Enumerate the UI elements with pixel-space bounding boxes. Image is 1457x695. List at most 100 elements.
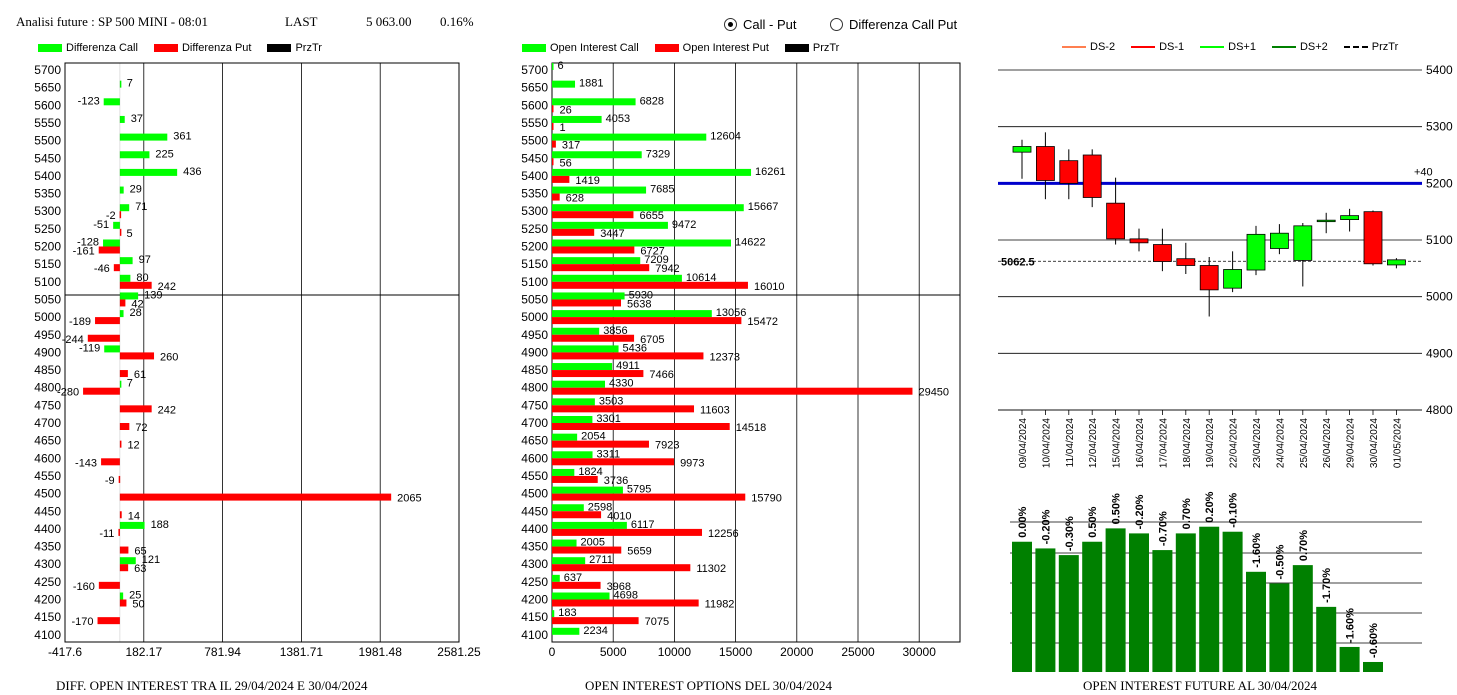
diff-put-value-label: -170	[71, 616, 93, 628]
diff-strike-label: 4950	[34, 328, 61, 342]
oi-put-bar	[552, 246, 635, 254]
oi-future-bar	[1012, 541, 1032, 672]
oi-future-value-label: 0.70%	[1181, 498, 1193, 529]
oi-strike-label: 4950	[521, 328, 548, 342]
oi-put-value-label: 7075	[645, 616, 669, 628]
diff-strike-label: 5700	[34, 63, 61, 77]
oi-future-value-label: 0.70%	[1298, 530, 1310, 561]
diff-put-bar	[98, 581, 120, 589]
oi-call-bar	[552, 345, 619, 353]
oi-call-value-label: 13056	[716, 307, 747, 319]
future-date-label: 19/04/2024	[1205, 418, 1216, 468]
oi-strike-label: 4800	[521, 381, 548, 395]
future-y-tick-label: 4800	[1426, 403, 1453, 417]
candle-body	[1246, 233, 1266, 271]
diff-strike-label: 4750	[34, 398, 61, 412]
diff-call-bar	[119, 133, 168, 141]
legend-oi: Open Interest Call Open Interest Put Prz…	[522, 42, 855, 54]
diff-strike-label: 5600	[34, 98, 61, 112]
diff-put-bar	[119, 211, 122, 219]
oi-call-value-label: 9472	[672, 219, 696, 231]
oi-put-bar	[552, 299, 622, 307]
diff-put-bar	[119, 546, 129, 554]
legend-label: Differenza Call	[66, 42, 138, 54]
diff-call-bar	[119, 521, 145, 529]
legend-future: DS-2 DS-1 DS+1 DS+2 PrzTr	[1062, 41, 1414, 53]
oi-call-value-label: 3301	[596, 413, 620, 425]
diff-call-value-label: 188	[151, 519, 169, 531]
diff-put-bar	[119, 440, 122, 448]
oi-strike-label: 4700	[521, 416, 548, 430]
diff-call-value-label: 361	[173, 131, 191, 143]
diff-strike-label: 4150	[34, 610, 61, 624]
oi-put-value-label: 7466	[649, 369, 673, 381]
oi-call-value-label: 2711	[589, 554, 613, 566]
oi-call-bar	[552, 115, 602, 123]
diff-call-bar	[103, 239, 120, 247]
oi-call-value-label: 4053	[606, 113, 630, 125]
oi-call-bar	[552, 98, 636, 106]
oi-call-bar	[552, 310, 712, 318]
diff-call-value-label: 225	[155, 148, 173, 160]
oi-strike-label: 5100	[521, 275, 548, 289]
oi-future-value-label: -0.10%	[1228, 493, 1240, 528]
oi-call-bar	[552, 186, 647, 194]
oi-call-bar	[552, 292, 625, 300]
oi-call-bar	[552, 168, 752, 176]
legend-item: DS-2	[1062, 41, 1115, 53]
diff-put-value-label: -46	[94, 263, 110, 275]
radio-call-put[interactable]: Call - Put	[724, 17, 796, 32]
diff-call-bar	[113, 221, 120, 229]
future-y-tick-label: 5400	[1426, 63, 1453, 77]
oi-future-bar	[1269, 583, 1290, 672]
oi-call-value-label: 4698	[614, 590, 638, 602]
diff-put-bar	[119, 228, 122, 236]
radio-differenza-call-put[interactable]: Differenza Call Put	[830, 17, 957, 32]
diff-put-value-label: 65	[134, 546, 146, 558]
oi-call-bar	[552, 363, 613, 371]
oi-strike-label: 4100	[521, 628, 548, 642]
diff-strike-label: 4550	[34, 469, 61, 483]
radio-call-put-label: Call - Put	[743, 17, 797, 32]
diff-put-value-label: -280	[57, 387, 79, 399]
diff-strike-label: 5300	[34, 204, 61, 218]
oi-future-value-label: -0.60%	[1368, 623, 1380, 658]
oi-call-value-label: 16261	[755, 166, 786, 178]
oi-call-bar	[552, 451, 593, 459]
candle-body	[1012, 146, 1032, 153]
candle-body	[1387, 259, 1406, 266]
future-date-label: 16/04/2024	[1135, 418, 1146, 468]
oi-future-value-label: 0.50%	[1087, 506, 1099, 537]
diff-put-bar	[119, 599, 127, 607]
oi-put-bar	[552, 352, 704, 360]
legend-label: DS-2	[1090, 41, 1116, 53]
oi-future-bar	[1292, 565, 1313, 672]
diff-call-bar	[119, 274, 131, 282]
oi-strike-label: 5150	[521, 257, 548, 271]
future-level-label: +40	[1414, 166, 1433, 178]
diff-call-value-label: 71	[135, 201, 147, 213]
oi-put-value-label: 1	[560, 122, 566, 134]
radio-differenza-call-put-indicator	[830, 18, 843, 31]
oi-put-value-label: 29450	[918, 387, 949, 399]
oi-call-bar	[552, 610, 555, 618]
oi-strike-label: 5600	[521, 98, 548, 112]
oi-call-value-label: 12604	[710, 131, 741, 143]
future-y-tick-label: 5000	[1426, 290, 1453, 304]
diff-call-bar	[119, 151, 150, 159]
oi-future-value-label: -1.60%	[1251, 533, 1263, 568]
oi-call-bar	[552, 486, 623, 494]
diff-strike-label: 5200	[34, 240, 61, 254]
oi-call-bar	[552, 274, 682, 282]
diff-call-value-label: 97	[139, 254, 151, 266]
oi-call-bar	[552, 133, 707, 141]
diff-put-bar	[119, 405, 152, 413]
legend-item: Open Interest Put	[654, 42, 769, 54]
oi-x-tick-label: 5000	[600, 645, 627, 659]
diff-strike-label: 4100	[34, 628, 61, 642]
candle-body	[1223, 269, 1242, 289]
candle-body	[1293, 225, 1313, 261]
oi-call-bar	[552, 521, 627, 529]
diff-strike-label: 4900	[34, 345, 61, 359]
candle-body	[1316, 219, 1336, 223]
